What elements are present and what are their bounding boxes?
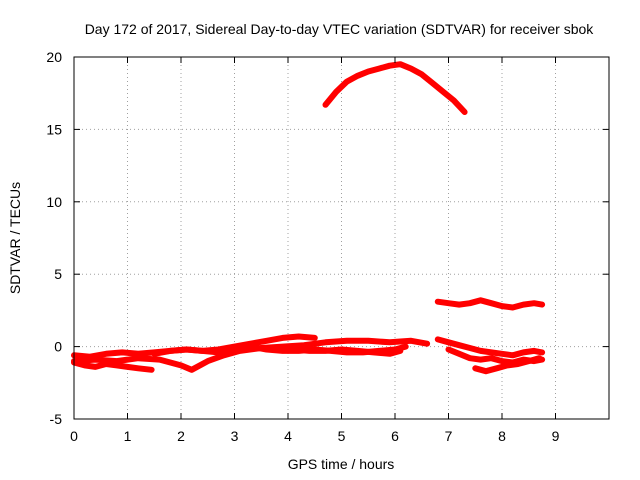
x-tick-label: 3 xyxy=(231,428,239,444)
x-axis-label: GPS time / hours xyxy=(288,456,395,472)
x-tick-label: 2 xyxy=(177,428,185,444)
series-line-arc-e xyxy=(290,346,404,357)
y-tick-label: 15 xyxy=(46,121,62,137)
x-tick-label: 1 xyxy=(124,428,132,444)
x-tick-label: 4 xyxy=(284,428,292,444)
series-line-arc-h xyxy=(472,355,543,375)
x-tick-label: 7 xyxy=(445,428,453,444)
y-axis-ticks: -5 0 5 10 15 20 xyxy=(46,49,609,427)
x-tick-label: 9 xyxy=(552,428,560,444)
data-series xyxy=(71,61,546,375)
series-line-arc-f xyxy=(434,336,546,359)
y-tick-label: 0 xyxy=(54,339,62,355)
x-tick-label: 8 xyxy=(498,428,506,444)
y-tick-label: 20 xyxy=(46,49,62,65)
x-tick-label: 0 xyxy=(70,428,78,444)
y-tick-label: -5 xyxy=(50,411,63,427)
y-tick-label: 10 xyxy=(46,194,62,210)
series-line-arc-a xyxy=(71,359,155,373)
series-line-arc-mid xyxy=(434,297,546,311)
x-axis-ticks: 0 1 2 3 4 5 6 7 8 9 xyxy=(70,57,560,444)
series-line-arc-high xyxy=(322,61,468,115)
chart-title: Day 172 of 2017, Sidereal Day-to-day VTE… xyxy=(85,21,595,37)
y-axis-label: SDTVAR / TECUs xyxy=(7,182,23,294)
x-tick-label: 6 xyxy=(391,428,399,444)
y-tick-label: 5 xyxy=(54,266,62,282)
x-tick-label: 5 xyxy=(338,428,346,444)
grid xyxy=(74,57,609,419)
series-line-arc-c xyxy=(71,337,431,373)
